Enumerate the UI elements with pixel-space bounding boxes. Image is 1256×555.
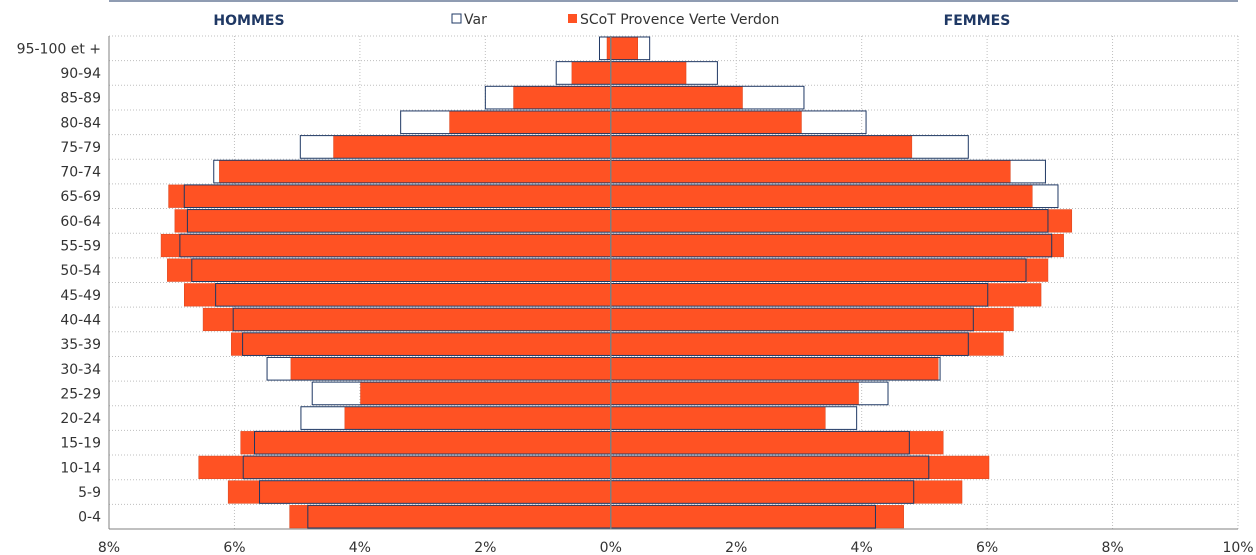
- x-tick-label: 4%: [851, 540, 873, 555]
- y-tick-label: 25-29: [60, 386, 101, 402]
- series-var-bars: [179, 36, 1059, 529]
- y-tick-label: 55-59: [60, 239, 101, 255]
- bar-scot-femmes: [610, 184, 1033, 208]
- bar-scot-femmes: [610, 455, 990, 479]
- legend: Var SCoT Provence Verte Verdon: [451, 12, 779, 28]
- x-tick-label: 10%: [1222, 540, 1253, 555]
- bar-scot-femmes: [610, 505, 904, 529]
- grid-lines: [108, 35, 1239, 530]
- bar-scot-femmes: [610, 209, 1073, 233]
- y-tick-label: 5-9: [78, 485, 101, 501]
- bar-scot-femmes: [610, 431, 944, 455]
- x-tick-label: 8%: [98, 540, 120, 555]
- series-scot-bars: [160, 36, 1073, 529]
- bar-scot-femmes: [610, 233, 1064, 258]
- x-tick-label: 8%: [1101, 540, 1123, 555]
- y-tick-label: 20-24: [60, 411, 101, 427]
- bar-scot-hommes: [289, 505, 612, 529]
- bar-scot-hommes: [202, 307, 612, 332]
- y-tick-label: 0-4: [78, 510, 101, 526]
- bar-scot-femmes: [610, 258, 1049, 282]
- y-tick-label: 85-89: [60, 91, 101, 107]
- bar-scot-hommes: [198, 455, 612, 479]
- bar-scot-hommes: [571, 61, 612, 85]
- bar-scot-femmes: [610, 307, 1014, 332]
- bar-scot-femmes: [610, 160, 1011, 184]
- y-tick-label: 75-79: [60, 140, 101, 156]
- bar-scot-femmes: [610, 332, 1004, 356]
- y-tick-label: 10-14: [60, 460, 101, 476]
- y-tick-label: 45-49: [60, 288, 101, 304]
- bar-scot-hommes: [167, 258, 612, 282]
- bar-scot-hommes: [160, 233, 612, 258]
- y-tick-label: 90-94: [60, 66, 101, 82]
- bar-scot-femmes: [610, 357, 939, 381]
- bar-scot-hommes: [290, 357, 612, 381]
- y-tick-label: 15-19: [60, 436, 101, 452]
- y-tick-label: 50-54: [60, 263, 101, 279]
- x-tick-label: 2%: [474, 540, 496, 555]
- y-tick-label: 60-64: [60, 214, 101, 230]
- y-tick-label: 40-44: [60, 312, 101, 328]
- bar-scot-hommes: [449, 110, 612, 134]
- bar-scot-femmes: [610, 381, 859, 406]
- bar-scot-hommes: [344, 406, 612, 430]
- y-tick-label: 70-74: [60, 165, 101, 181]
- x-tick-label: 6%: [976, 540, 998, 555]
- bar-scot-hommes: [231, 332, 612, 356]
- legend-label-scot: SCoT Provence Verte Verdon: [580, 12, 779, 28]
- legend-label-var: Var: [464, 12, 487, 28]
- bar-scot-femmes: [610, 61, 687, 85]
- bar-scot-femmes: [610, 36, 638, 60]
- bar-scot-femmes: [610, 86, 743, 110]
- bar-scot-femmes: [610, 110, 802, 134]
- y-tick-label: 80-84: [60, 115, 101, 131]
- bar-scot-hommes: [360, 381, 612, 406]
- axes: [108, 0, 1238, 530]
- bar-scot-hommes: [513, 86, 612, 110]
- bar-scot-hommes: [174, 209, 612, 233]
- x-tick-label: 4%: [349, 540, 371, 555]
- y-tick-label: 95-100 et +: [17, 41, 101, 57]
- legend-swatch-var: [451, 13, 462, 24]
- y-tick-label: 65-69: [60, 189, 101, 205]
- femmes-label: FEMMES: [944, 13, 1011, 29]
- y-tick-label: 30-34: [60, 362, 101, 378]
- tick-labels: 95-100 et + 90-94 85-89 80-84 75-79 70-74 65-6…: [17, 41, 1254, 555]
- x-tick-label: 6%: [223, 540, 245, 555]
- bar-scot-hommes: [227, 480, 612, 504]
- bar-scot-femmes: [610, 406, 826, 430]
- bar-scot-hommes: [219, 160, 612, 184]
- bar-scot-femmes: [610, 283, 1042, 307]
- bar-scot-hommes: [333, 135, 612, 159]
- y-tick-label: 35-39: [60, 337, 101, 353]
- bar-scot-hommes: [240, 431, 612, 455]
- x-tick-label: 2%: [725, 540, 747, 555]
- bar-scot-femmes: [610, 135, 913, 159]
- bar-scot-femmes: [610, 480, 963, 504]
- legend-swatch-scot: [568, 14, 577, 23]
- x-tick-label: 0%: [600, 540, 622, 555]
- bar-scot-hommes: [184, 283, 612, 307]
- bar-scot-hommes: [168, 184, 612, 208]
- hommes-label: HOMMES: [213, 13, 284, 29]
